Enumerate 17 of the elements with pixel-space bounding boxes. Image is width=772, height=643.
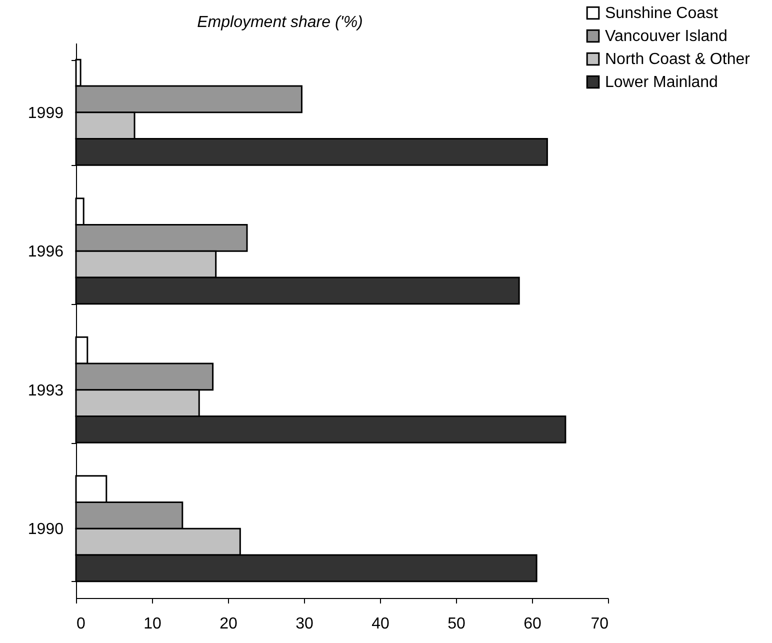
y-tick-label: 1996 xyxy=(28,244,64,261)
x-tick-label: 60 xyxy=(524,616,542,632)
x-tick-label: 50 xyxy=(448,616,466,632)
x-tick-label: 10 xyxy=(144,616,162,632)
legend-label: Vancouver Island xyxy=(605,28,728,45)
legend-label: North Coast & Other xyxy=(605,51,751,68)
legend-label: Lower Mainland xyxy=(605,74,718,91)
y-tick-label: 1999 xyxy=(28,104,64,122)
x-tick-label: 30 xyxy=(296,616,314,632)
y-tick-label: 1990 xyxy=(28,521,64,538)
x-tick-label: 40 xyxy=(372,616,390,632)
x-tick-label: 20 xyxy=(220,616,238,632)
legend-label: Sunshine Coast xyxy=(605,5,719,22)
x-tick-label: 0 xyxy=(76,616,86,632)
chart-title: Employment share ('%) xyxy=(197,14,363,31)
y-tick-label: 1993 xyxy=(28,382,64,400)
x-tick-label: 70 xyxy=(590,616,609,632)
